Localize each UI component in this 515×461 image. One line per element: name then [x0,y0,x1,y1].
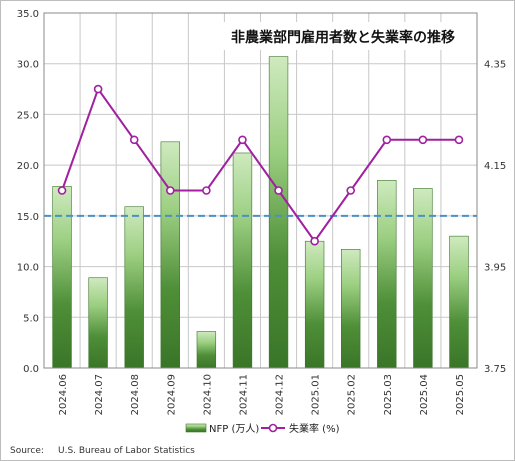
y-right-tick-label: 4.15 [484,161,506,172]
y-left-tick-label: 15.0 [17,212,39,223]
title-box: 非農業部門雇用者数と失業率の推移 [212,22,474,50]
unemployment-point [165,186,175,195]
unemployment-point [57,186,67,195]
x-tick-label: 2024.10 [202,374,213,415]
source-note: Source: U.S. Bureau of Labor Statistics [10,446,195,456]
legend-label-unemployment: 失業率 (%) [289,422,340,435]
x-tick-label: 2024.12 [275,374,286,415]
unemployment-point [129,135,139,145]
x-tick-label: 2025.01 [311,374,322,415]
y-right-tick-label: 4.35 [484,60,506,71]
grid-lines [44,12,477,369]
axes: 0.0 5.0 10.0 15.0 20.0 25.0 30.0 35.0 3.75 3.95 4.… [17,9,507,415]
unemployment-point [202,186,211,195]
x-tick-label: 2024.08 [130,374,141,415]
nfp-bar [268,56,289,369]
source-text: U.S. Bureau of Labor Statistics [58,446,195,456]
x-tick-label: 2025.03 [383,374,394,415]
legend-swatch-nfp [185,423,207,433]
nfp-bar [160,141,180,369]
y-right-tick-label: 3.75 [484,364,506,375]
nfp-bar [377,180,397,369]
x-tick-label: 2024.06 [58,374,69,415]
x-tick-label: 2025.04 [419,374,430,415]
y-left-tick-label: 35.0 [17,9,39,20]
unemployment-point [382,135,392,145]
y-left-tick-label: 5.0 [23,313,39,324]
unemployment-point [346,186,356,195]
unemployment-point [418,135,428,145]
unemployment-point [310,236,319,246]
x-tick-label: 2024.11 [238,374,249,415]
title-background [212,22,474,50]
nfp-bar [124,206,144,369]
plot-border [43,12,478,369]
unemployment-point [454,135,464,145]
x-tick-label: 2024.09 [166,374,177,415]
legend: NFP (万人) 失業率 (%) [185,422,340,435]
x-tick-label: 2025.05 [455,374,466,415]
legend-swatch-marker [268,423,278,433]
chart-title: 非農業部門雇用者数と失業率の推移 [231,29,455,46]
nfp-bars [52,56,469,369]
x-tick-label: 2025.02 [347,374,358,415]
y-left-tick-label: 10.0 [17,263,39,274]
source-label: Source: [10,446,44,456]
y-left-tick-label: 25.0 [17,110,39,121]
x-tick-label: 2024.07 [94,374,105,415]
nfp-bar [449,235,469,369]
y-left-tick-label: 0.0 [23,364,39,375]
nfp-bar [304,240,325,369]
unemployment-point [93,84,103,94]
y-left-tick-label: 20.0 [17,161,39,172]
nfp-bar [341,249,361,369]
unemployment-point [238,135,247,145]
y-right-tick-label: 3.95 [484,263,506,274]
nfp-bar [232,152,253,369]
nfp-bar [196,331,217,369]
unemployment-polyline [61,86,459,243]
y-left-tick-label: 30.0 [17,60,39,71]
nfp-bar [88,277,108,369]
unemployment-point [274,186,283,195]
legend-label-nfp: NFP (万人) [209,423,259,435]
unemployment-line [57,84,464,246]
nfp-bar [52,186,72,369]
